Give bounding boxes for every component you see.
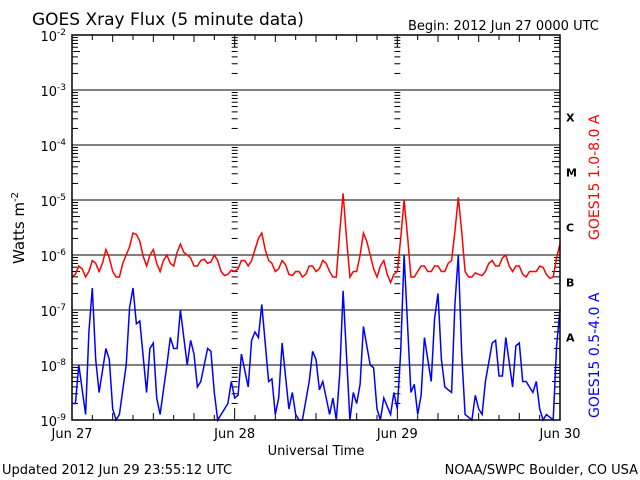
y-tick-label: 10-5 (40, 193, 66, 210)
x-axis-label: Universal Time (268, 444, 365, 459)
y-tick-label: 10-4 (40, 138, 66, 155)
updated-label: Updated 2012 Jun 29 23:55:12 UTC (2, 463, 232, 478)
begin-label: Begin: 2012 Jun 27 0000 UTC (408, 19, 599, 34)
flare-class-label: A (566, 332, 575, 345)
x-tick-label: Jun 29 (376, 427, 418, 442)
x-tick-label: Jun 27 (51, 427, 93, 442)
y-tick-label: 10-9 (40, 413, 66, 430)
plot-frame (71, 34, 561, 421)
flare-class-label: B (566, 277, 574, 290)
x-tick-label: Jun 28 (213, 427, 255, 442)
flare-class-label: C (566, 222, 574, 235)
x-tick-label: Jun 30 (539, 427, 581, 442)
y-tick-label: 10-2 (40, 28, 66, 45)
y-axis-label: Watts m-2 (10, 192, 28, 264)
chart-title: GOES Xray Flux (5 minute data) (32, 10, 304, 30)
series-line-long (71, 193, 561, 285)
legend-short: GOES15 0.5-4.0 A (587, 292, 603, 418)
flare-class-label: X (566, 112, 575, 125)
series-line-short (72, 254, 561, 423)
y-tick-label: 10-3 (40, 83, 66, 100)
flare-class-label: M (566, 167, 577, 180)
y-tick-label: 10-8 (40, 358, 66, 375)
legend-long: GOES15 1.0-8.0 A (587, 114, 603, 240)
y-tick-label: 10-6 (40, 248, 66, 265)
credit-label: NOAA/SWPC Boulder, CO USA (445, 463, 638, 478)
y-tick-label: 10-7 (40, 303, 66, 320)
